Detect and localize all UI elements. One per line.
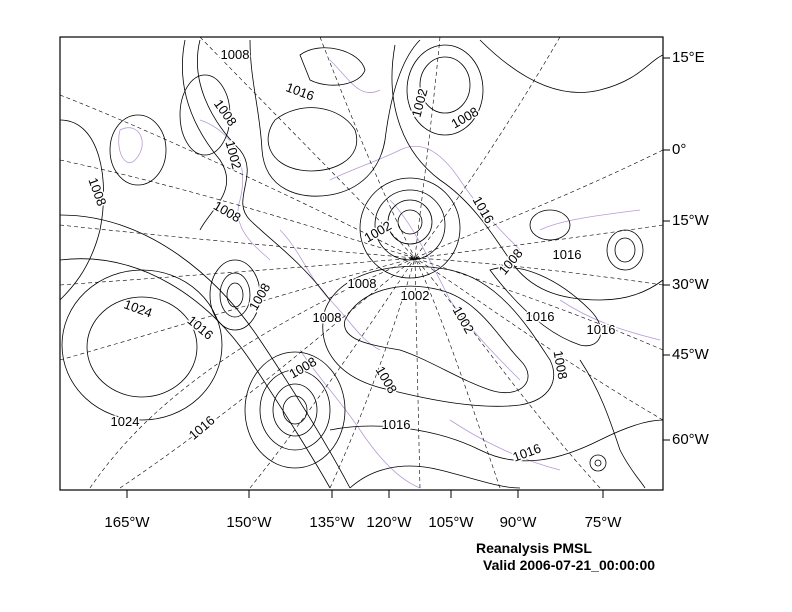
latitude-label: 0° xyxy=(672,141,687,158)
contour-label: 1002 xyxy=(409,87,431,119)
latitude-label: 45°W xyxy=(672,346,709,363)
contour-label: 1008 xyxy=(246,280,273,313)
contour-label: 1008 xyxy=(313,310,342,325)
contour-label: 1008 xyxy=(496,246,526,278)
contour-label: 1016 xyxy=(553,247,582,262)
contour-label: 1002 xyxy=(222,139,244,171)
latitude-label: 15°W xyxy=(672,212,709,229)
contour-label: 1016 xyxy=(470,193,497,226)
lat-lon-grid xyxy=(59,36,664,489)
contour-label: 1008 xyxy=(85,176,109,208)
contour-label: 1016 xyxy=(284,80,316,104)
contour-label: 1008 xyxy=(448,104,481,131)
contour-label: 1008 xyxy=(286,354,319,381)
longitude-label: 165°W xyxy=(104,514,150,531)
longitude-label: 75°W xyxy=(584,514,622,531)
map-frame xyxy=(59,36,664,491)
latitude-label: 15°E xyxy=(672,49,705,66)
contour-label: 1016 xyxy=(184,313,216,343)
contour-label: 1002 xyxy=(361,218,394,245)
contour-label: 1024 xyxy=(122,297,154,321)
contour-label: 1002 xyxy=(401,288,430,303)
longitude-label: 135°W xyxy=(309,514,355,531)
contour-label: 1008 xyxy=(221,47,250,62)
contour-label: 1008 xyxy=(211,97,240,129)
contour-label: 1016 xyxy=(186,413,218,443)
contour-label: 1008 xyxy=(551,349,571,380)
isobar-contours xyxy=(59,39,664,489)
contour-label: 1024 xyxy=(111,414,140,429)
latitude-label: 60°W xyxy=(672,431,709,448)
longitude-label: 90°W xyxy=(499,514,537,531)
title-line-1: Reanalysis PMSL xyxy=(476,540,592,556)
contour-label: 1008 xyxy=(211,198,244,225)
latitude-label: 30°W xyxy=(672,276,709,293)
title-line-2: Valid 2006-07-21_00:00:00 xyxy=(483,557,656,573)
contour-label: 1008 xyxy=(348,276,377,291)
longitude-label: 150°W xyxy=(226,514,272,531)
contour-label: 1016 xyxy=(382,417,411,432)
contour-label: 1002 xyxy=(450,303,477,336)
longitude-label: 105°W xyxy=(428,514,474,531)
contour-label: 1016 xyxy=(587,322,616,337)
longitude-label: 120°W xyxy=(366,514,412,531)
contour-label: 1016 xyxy=(526,309,555,324)
